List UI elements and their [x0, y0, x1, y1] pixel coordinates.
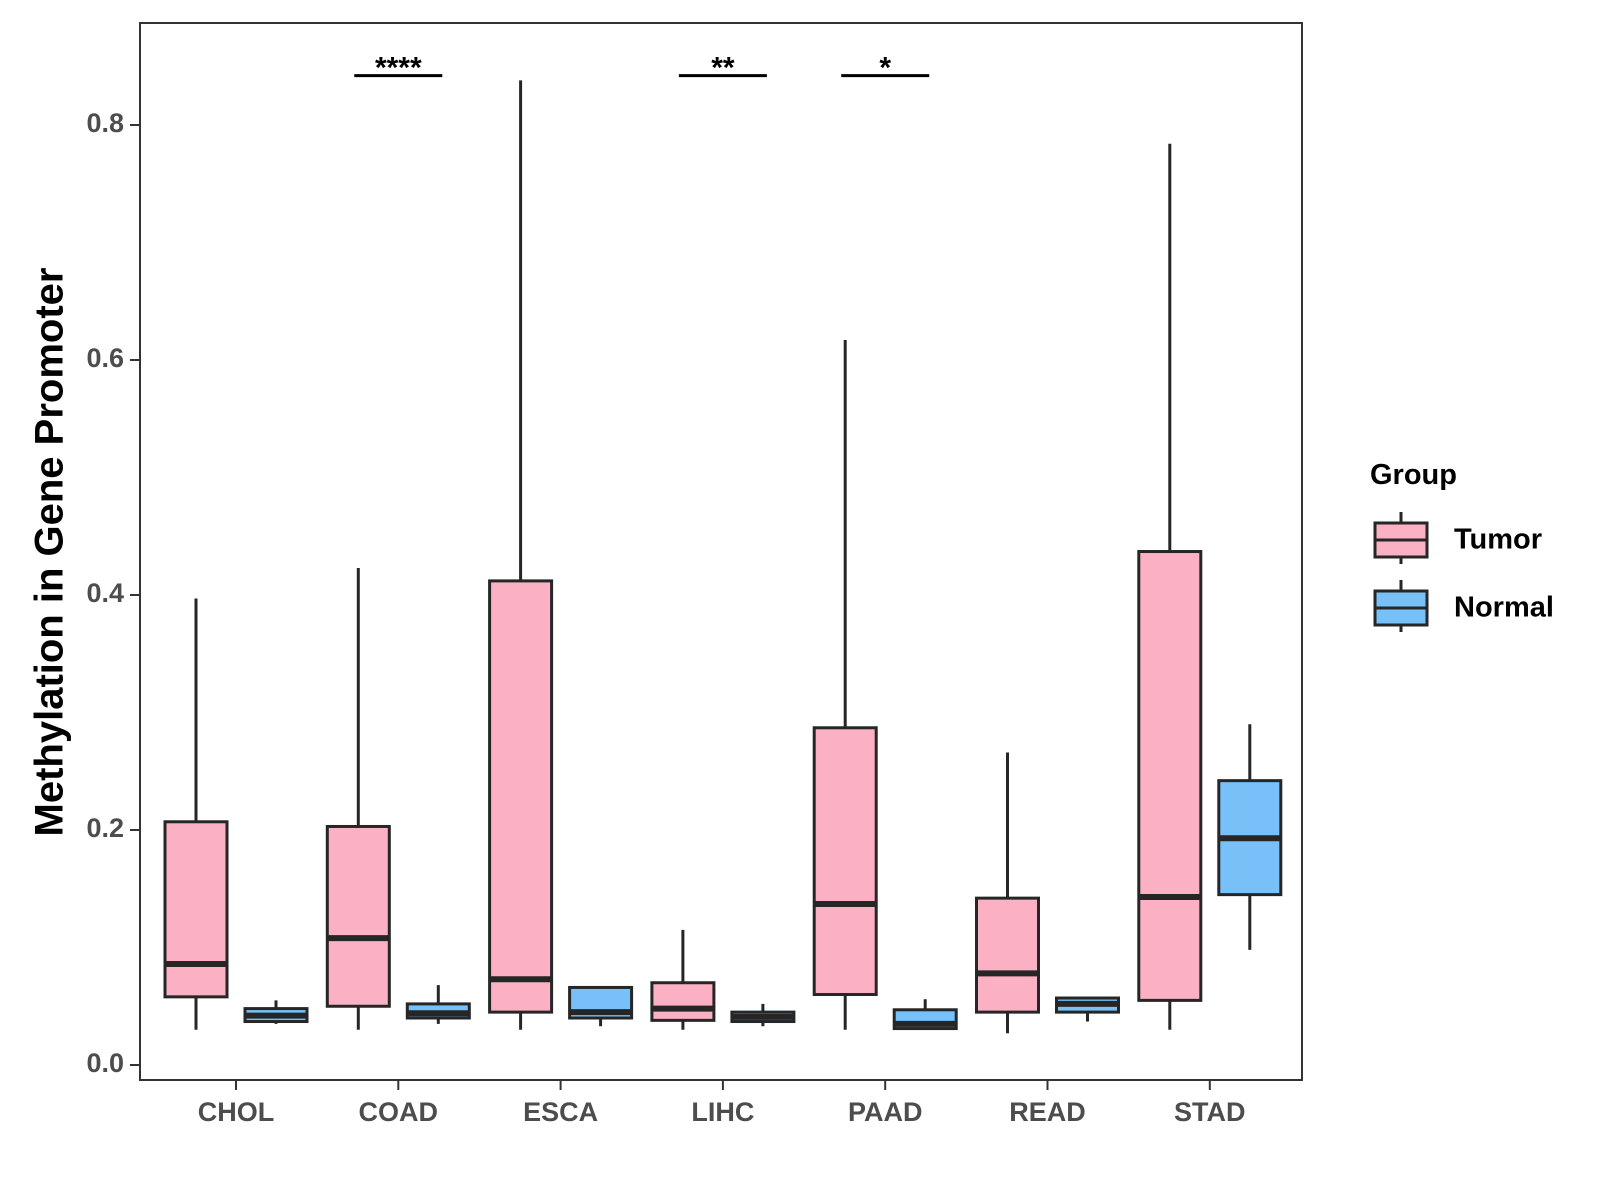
significance-paad: * — [841, 52, 930, 85]
box-body — [1137, 550, 1203, 1002]
y-tick-label: 0.0 — [86, 1048, 124, 1078]
significance-label: * — [879, 52, 891, 85]
y-axis: 0.0 0.2 0.4 0.6 0.8 — [86, 108, 140, 1078]
x-tick-label: PAAD — [848, 1097, 923, 1127]
box-tumor-chol — [163, 598, 229, 1030]
legend-label: Normal — [1454, 592, 1554, 624]
box-tumor-read — [975, 752, 1040, 1034]
y-tick-label: 0.4 — [86, 578, 124, 608]
x-tick-label: ESCA — [523, 1097, 598, 1127]
box-body — [650, 981, 716, 1022]
x-tick-label: LIHC — [691, 1097, 754, 1127]
box-body — [488, 579, 554, 1014]
significance-label: **** — [375, 52, 422, 85]
legend-label: Tumor — [1454, 524, 1542, 556]
box-tumor-paad — [812, 340, 878, 1030]
y-axis-label: Methylation in Gene Promoter — [28, 268, 72, 837]
box-normal-lihc — [730, 1003, 796, 1027]
box-normal-paad — [892, 999, 958, 1031]
x-tick-label: STAD — [1174, 1097, 1246, 1127]
box-tumor-stad — [1137, 143, 1203, 1030]
box-normal-coad — [405, 985, 471, 1024]
significance-coad: **** — [354, 52, 443, 85]
box-normal-chol — [243, 1000, 309, 1024]
box-tumor-lihc — [650, 929, 716, 1030]
x-tick-label: CHOL — [198, 1097, 275, 1127]
box-normal-esca — [568, 985, 634, 1027]
plot-panel — [139, 22, 1303, 1081]
y-tick-label: 0.8 — [86, 108, 124, 138]
x-tick-label: COAD — [359, 1097, 439, 1127]
significance-annotations: **** ** * — [354, 52, 930, 85]
box-body — [812, 726, 878, 997]
box-normal-read — [1055, 996, 1120, 1022]
x-axis: CHOL COAD ESCA LIHC PAAD READ STAD — [198, 1080, 1246, 1127]
box-body — [163, 820, 229, 999]
y-tick-label: 0.6 — [86, 343, 124, 373]
boxes-layer — [163, 80, 1283, 1034]
significance-lihc: ** — [678, 52, 767, 85]
box-body — [325, 824, 391, 1008]
legend-item-normal: Normal — [1373, 580, 1554, 632]
y-tick-label: 0.2 — [86, 813, 124, 843]
box-tumor-coad — [325, 567, 391, 1030]
box-normal-stad — [1217, 724, 1283, 950]
legend: Group Tumor Normal — [1370, 459, 1554, 632]
box-tumor-esca — [488, 80, 554, 1030]
legend-title: Group — [1370, 459, 1457, 491]
legend-item-tumor: Tumor — [1373, 512, 1542, 564]
box-body — [975, 896, 1040, 1014]
significance-label: ** — [711, 52, 735, 85]
x-tick-label: READ — [1009, 1097, 1086, 1127]
